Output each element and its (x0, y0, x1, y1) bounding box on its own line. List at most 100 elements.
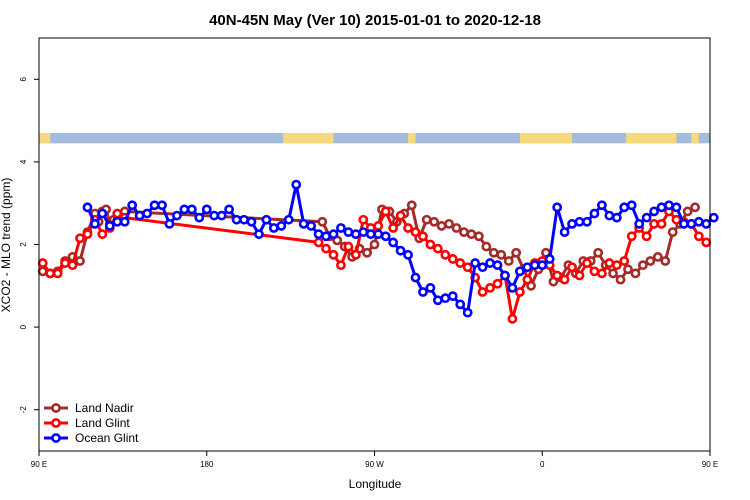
series-1-point-57 (649, 218, 659, 229)
series-2-point-20 (231, 214, 242, 225)
series-1-point-22 (388, 223, 399, 233)
series-1-point-58 (656, 218, 667, 229)
series-2-point-31 (313, 229, 324, 240)
x-axis: 90 E 180 90 W 0 90 E (31, 451, 718, 469)
legend-marker-0 (51, 403, 61, 413)
series-2-point-52 (470, 258, 481, 268)
series-1 (37, 206, 712, 324)
series-1-point-32 (462, 262, 473, 273)
series-0-point-57 (630, 268, 641, 279)
series-2-point-32 (321, 231, 331, 242)
series-1-point-5 (75, 233, 85, 244)
strip-land-3 (519, 132, 573, 144)
series-2-point-71 (611, 212, 622, 223)
strip-land-4 (626, 132, 677, 144)
strip-ocean (39, 132, 710, 144)
series-2-point-10 (157, 200, 167, 211)
series-2-point-70 (604, 210, 615, 221)
series-1-point-40 (522, 274, 533, 285)
series-2-point-55 (492, 260, 503, 271)
series-layer (37, 179, 719, 324)
series-1-point-20 (373, 221, 384, 231)
series-2-point-80 (679, 218, 689, 229)
series-2-point-37 (358, 227, 369, 238)
series-1-point-16 (343, 241, 354, 252)
series-1-point-21 (380, 206, 391, 217)
series-2-point-53 (477, 262, 488, 273)
strip-land-0 (39, 132, 51, 144)
series-1-point-18 (358, 214, 369, 225)
series-2-point-74 (634, 218, 645, 229)
series-2-point-7 (134, 210, 145, 221)
series-2-point-4 (112, 216, 123, 227)
series-2-point-43 (403, 249, 413, 260)
legend-marker-2 (51, 433, 61, 443)
series-2-point-9 (149, 200, 160, 211)
series-2-point-51 (462, 307, 473, 318)
series-2-point-24 (261, 214, 272, 225)
series-0-point-34 (459, 227, 469, 238)
series-0-point-32 (444, 218, 454, 229)
series-2-point-34 (336, 223, 346, 233)
series-0-point-38 (488, 247, 499, 258)
series-0-point-40 (503, 256, 514, 266)
series-0-point-5 (75, 256, 85, 266)
series-2-point-56 (500, 270, 510, 281)
series-2-point-73 (626, 200, 637, 211)
series-1-point-30 (447, 254, 458, 264)
series-1-point-8 (97, 229, 108, 240)
y-tick-label-2: 2 (19, 242, 28, 247)
series-2-point-18 (216, 210, 227, 221)
series-2-point-46 (425, 282, 436, 293)
series-1-point-27 (425, 239, 436, 250)
series-2-point-21 (239, 214, 249, 225)
series-2-point-47 (432, 295, 443, 306)
series-1-point-38 (507, 313, 518, 324)
series-2 (82, 179, 719, 318)
series-2-point-36 (350, 229, 361, 240)
series-1-point-14 (328, 249, 339, 260)
series-2-point-16 (201, 204, 212, 215)
series-1-point-60 (671, 214, 682, 225)
series-0-point-31 (436, 221, 447, 231)
series-2-point-66 (574, 216, 585, 227)
series-2-point-25 (268, 223, 279, 233)
series-1-point-53 (619, 256, 630, 266)
series-0-point-33 (451, 223, 462, 233)
series-2-point-27 (283, 214, 294, 225)
series-0-point-41 (511, 247, 522, 258)
series-2-point-77 (656, 202, 667, 213)
series-2-point-26 (276, 221, 287, 231)
series-0-point-52 (593, 247, 604, 258)
series-2-point-39 (373, 229, 384, 240)
series-2-point-79 (671, 202, 682, 213)
series-1-point-13 (321, 243, 331, 254)
series-2-point-45 (418, 287, 428, 297)
series-2-point-82 (693, 216, 704, 227)
series-2-point-59 (522, 262, 533, 273)
series-2-point-5 (119, 216, 130, 227)
series-2-point-2 (97, 208, 108, 219)
series-1-point-17 (350, 249, 361, 260)
series-0-point-64 (682, 206, 693, 217)
series-2-point-8 (142, 208, 153, 219)
series-2-point-23 (254, 229, 264, 240)
series-0-point-29 (421, 214, 432, 225)
series-2-point-61 (537, 260, 548, 271)
series-0-point-54 (608, 268, 618, 279)
series-2-point-84 (708, 212, 719, 223)
series-2-point-81 (686, 218, 697, 229)
series-2-point-17 (209, 210, 220, 221)
series-1-point-1 (45, 268, 56, 279)
series-2-point-41 (388, 237, 399, 248)
series-1-point-26 (418, 231, 428, 242)
x-tick-label-2: 90 W (365, 460, 384, 469)
series-0-point-65 (690, 202, 700, 213)
series-2-point-3 (104, 221, 115, 231)
y-axis: -2 0 2 4 6 (19, 77, 39, 413)
series-1-point-10 (112, 208, 123, 219)
series-2-point-60 (529, 260, 540, 271)
series-2-point-28 (291, 179, 302, 190)
land-ocean-strip (39, 132, 710, 144)
legend-marker-1 (51, 418, 61, 428)
